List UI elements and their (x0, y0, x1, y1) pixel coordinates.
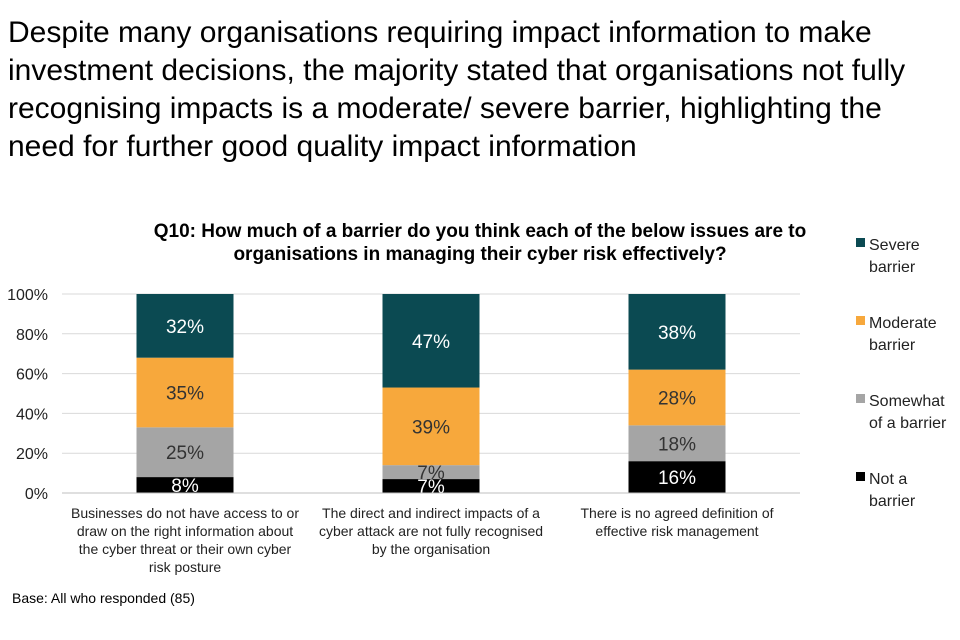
bar-segment (628, 461, 726, 493)
bar-segment (628, 369, 726, 426)
data-label: 47% (412, 332, 450, 353)
x-category-label: There is no agreed definition of (580, 505, 773, 521)
legend-swatch (856, 394, 865, 403)
y-tick-label: 100% (7, 287, 48, 304)
bar-segment (136, 427, 234, 478)
x-category-label: risk posture (149, 559, 222, 575)
legend-swatch (856, 238, 865, 247)
legend-label: Somewhat (869, 393, 945, 410)
legend-swatch (856, 472, 865, 481)
legend-label: barrier (869, 493, 916, 510)
bar-segment (136, 477, 234, 493)
data-label: 16% (658, 468, 696, 489)
bar-segment (628, 425, 726, 462)
x-category-label: effective risk management (595, 523, 758, 539)
legend-label: barrier (869, 259, 916, 276)
data-label: 32% (166, 317, 204, 338)
y-tick-label: 0% (25, 486, 48, 503)
legend-label: Severe (869, 237, 920, 254)
headline: Despite many organisations requiring imp… (8, 16, 906, 163)
bar-segment (628, 294, 726, 370)
data-label: 25% (166, 443, 204, 464)
y-tick-label: 40% (16, 406, 48, 423)
data-label: 7% (417, 463, 445, 484)
x-category-label: the cyber threat or their own cyber (79, 541, 292, 557)
data-label: 38% (658, 323, 696, 344)
data-label: 28% (658, 388, 696, 409)
y-tick-label: 20% (16, 446, 48, 463)
bar-segment (136, 294, 234, 358)
data-label: 18% (658, 434, 696, 455)
chart-title: Q10: How much of a barrier do you think … (153, 221, 807, 265)
base-note: Base: All who responded (85) (12, 590, 195, 606)
legend-label: Moderate (869, 315, 937, 332)
x-category-label: draw on the right information about (77, 523, 293, 539)
y-tick-label: 60% (16, 367, 48, 384)
bar-segment (382, 294, 480, 388)
data-label: 39% (412, 417, 450, 438)
x-category-label: by the organisation (372, 541, 490, 557)
x-category-label: Businesses do not have access to or (71, 505, 299, 521)
x-category-label: cyber attack are not fully recognised (319, 523, 543, 539)
legend-label: barrier (869, 337, 916, 354)
legend-label: of a barrier (869, 415, 947, 432)
legend-label: Not a (869, 471, 907, 488)
legend-swatch (856, 316, 865, 325)
data-label: 35% (166, 384, 204, 405)
y-tick-label: 80% (16, 327, 48, 344)
bar-segment (136, 357, 234, 428)
bar-segment (382, 387, 480, 466)
bar-segment (382, 479, 480, 493)
data-label: 8% (171, 476, 199, 497)
x-category-label: The direct and indirect impacts of a (322, 505, 540, 521)
bar-segment (382, 465, 480, 480)
